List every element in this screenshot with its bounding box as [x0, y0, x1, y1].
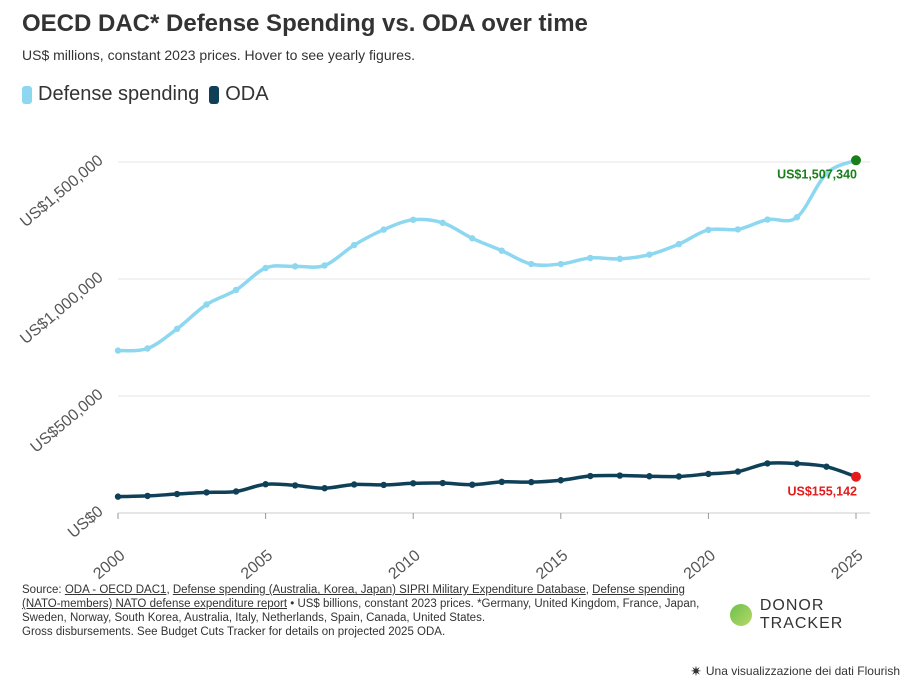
legend-item-defense[interactable]: Defense spending	[22, 83, 199, 106]
asterisk-icon: ✷	[690, 663, 702, 679]
data-point-defense	[764, 216, 771, 223]
data-point-oda	[114, 493, 122, 500]
source-prefix: Source:	[22, 584, 65, 596]
data-point-oda	[675, 473, 683, 480]
data-point-defense	[498, 247, 505, 254]
data-point-defense	[262, 264, 269, 272]
x-tick-label: 2005	[238, 547, 276, 580]
data-point-oda	[380, 481, 387, 489]
data-point-oda	[498, 478, 505, 486]
source-link-oda[interactable]: ODA - OECD DAC1	[64, 584, 167, 596]
source-footnote: Gross disbursements. See Budget Cuts Tra…	[22, 626, 446, 638]
source-sep-1: ,	[166, 584, 173, 596]
end-value-label: US$1,507,340	[777, 167, 857, 181]
data-point-oda	[203, 489, 210, 496]
x-tick-label: 2025	[828, 547, 866, 580]
flourish-credit-text: Una visualizzazione dei dati Flourish	[705, 664, 900, 678]
data-point-oda	[646, 473, 653, 480]
data-point-defense	[350, 241, 358, 249]
x-tick-label: 2000	[90, 547, 128, 580]
data-point-oda	[262, 481, 269, 488]
x-tick-label: 2010	[386, 547, 424, 580]
data-point-oda	[764, 460, 771, 467]
data-point-defense	[675, 240, 683, 248]
source-link-sipri[interactable]: Defense spending (Australia, Korea, Japa…	[172, 584, 586, 596]
y-tick-label: US$1,500,000	[17, 152, 106, 231]
data-point-oda	[616, 472, 624, 479]
source-sep-2: ,	[585, 584, 593, 596]
data-point-oda	[705, 470, 712, 478]
data-point-defense	[321, 262, 328, 269]
data-point-defense	[823, 170, 830, 177]
data-point-defense	[439, 219, 446, 227]
x-tick-label: 2020	[681, 547, 719, 580]
data-point-oda	[734, 468, 742, 475]
line-chart: US$0 US$500,000 US$1,000,000 US$1,500,000 20…	[17, 152, 870, 580]
data-point-oda	[144, 492, 151, 500]
data-point-defense	[469, 235, 476, 242]
data-point-oda	[321, 484, 328, 492]
series-line-oda	[116, 460, 858, 499]
data-point-oda	[291, 482, 299, 489]
data-point-defense	[616, 255, 624, 263]
data-point-defense	[203, 301, 210, 308]
data-point-oda	[173, 490, 181, 498]
data-point-defense	[291, 263, 299, 270]
data-point-oda	[439, 479, 446, 487]
legend-swatch-defense	[22, 85, 32, 104]
y-tick-label: US$0	[65, 503, 107, 542]
chart-title: OECD DAC* Defense Spending vs. ODA over …	[22, 10, 588, 37]
legend-label-defense: Defense spending	[38, 83, 200, 105]
chart-subtitle: US$ millions, constant 2023 prices. Hove…	[22, 47, 415, 63]
data-point-oda	[410, 480, 417, 487]
data-point-oda	[793, 460, 801, 467]
data-point-defense	[410, 216, 417, 223]
flourish-credit[interactable]: ✷ Una visualizzazione dei dati Flourish	[690, 664, 900, 678]
end-marker	[851, 155, 861, 166]
donor-tracker-logo-icon	[730, 604, 752, 626]
data-point-oda	[557, 477, 564, 484]
legend-item-oda[interactable]: ODA	[209, 83, 269, 106]
data-point-defense	[705, 226, 712, 234]
legend-swatch-oda	[209, 85, 220, 104]
legend-label-oda: ODA	[225, 83, 269, 105]
data-point-defense	[793, 214, 801, 221]
data-point-oda	[469, 481, 476, 488]
data-point-defense	[734, 226, 742, 233]
y-tick-label: US$1,000,000	[17, 269, 106, 348]
data-point-defense	[557, 260, 564, 268]
data-point-oda	[350, 481, 358, 488]
data-point-defense	[587, 254, 594, 262]
series-line-defense	[116, 158, 858, 353]
source-rest: • US$ billions, constant 2023 prices. *G…	[22, 598, 700, 624]
data-point-defense	[528, 260, 535, 268]
data-point-oda	[528, 478, 535, 486]
data-point-defense	[173, 325, 181, 333]
data-point-defense	[114, 347, 122, 354]
end-marker	[851, 471, 861, 482]
legend: Defense spending ODA	[22, 83, 279, 106]
source-note: Source: ODA - OECD DAC1, Defense spendin…	[22, 583, 712, 639]
data-point-oda	[587, 472, 594, 480]
data-point-oda	[823, 463, 830, 470]
data-point-defense	[380, 226, 387, 233]
end-value-label: US$155,142	[787, 485, 857, 499]
x-tick-label: 2015	[533, 547, 571, 580]
source-link-nato[interactable]: Defense spending (NATO-members) NATO def…	[22, 584, 685, 610]
donor-tracker-logo-text: DONOR TRACKER	[759, 597, 844, 632]
data-point-defense	[144, 345, 151, 352]
data-point-oda	[232, 488, 240, 495]
y-tick-label: US$500,000	[27, 386, 106, 456]
data-point-defense	[646, 251, 653, 258]
donor-tracker-logo[interactable]: DONOR TRACKER	[730, 597, 912, 633]
data-point-defense	[232, 286, 240, 294]
